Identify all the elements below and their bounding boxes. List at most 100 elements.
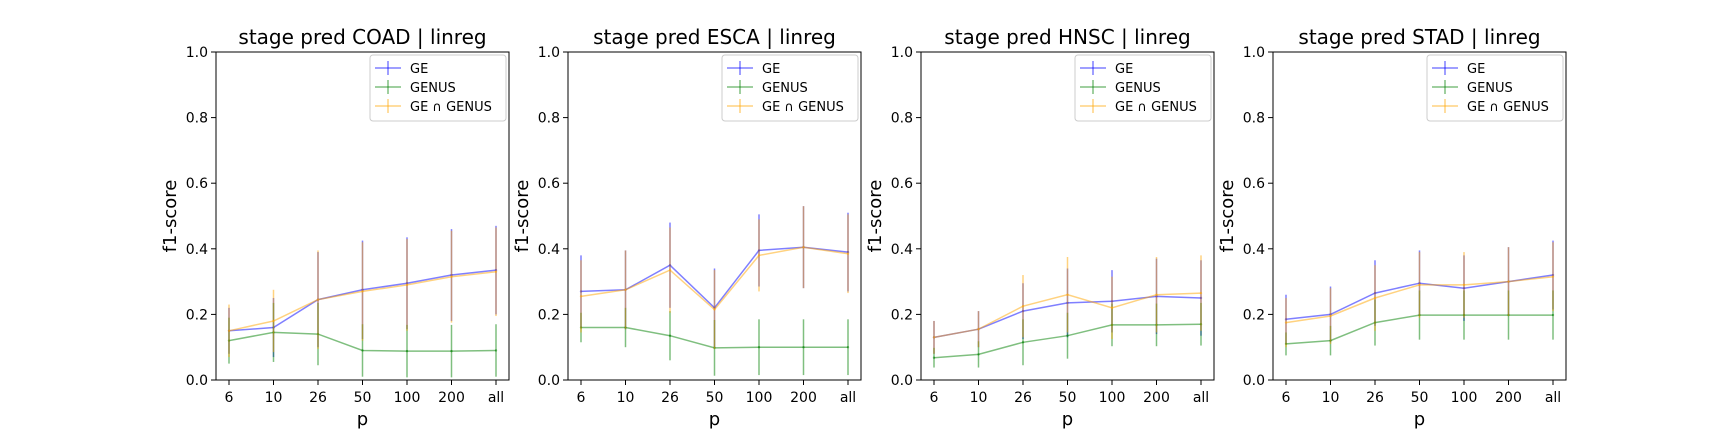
legend-entry: GE <box>375 61 428 77</box>
plot-frame <box>215 51 510 381</box>
y-tick-label: 0.8 <box>186 111 208 127</box>
x-tick-label: 200 <box>1143 390 1170 406</box>
series-3 <box>227 227 498 358</box>
y-tick-label: 0.4 <box>538 242 560 258</box>
x-axis-label: p <box>357 409 368 430</box>
data-point <box>405 349 409 353</box>
y-axis-label: f1-score <box>512 180 533 253</box>
x-tick-label: 200 <box>438 390 465 406</box>
legend: GE GENUS GE ∩ GENUS <box>369 54 507 122</box>
y-tick-label: 0.6 <box>891 176 913 192</box>
legend-box <box>1074 54 1212 122</box>
legend-box <box>369 54 507 122</box>
y-tick-label: 0.2 <box>538 307 560 323</box>
x-tick-label: 50 <box>1411 390 1429 406</box>
data-point <box>1462 283 1466 287</box>
chart-panel-3: stage pred HNSC | linreg 0.0 0.2 0.4 0.6 0.8 1… <box>865 25 1215 430</box>
legend-entry: GE <box>727 61 780 77</box>
data-point <box>668 334 672 337</box>
legend-entry: GE <box>1432 61 1485 77</box>
data-point <box>579 295 583 298</box>
data-point <box>361 290 364 293</box>
x-axis-label: p <box>709 409 720 430</box>
x-tick-label: 26 <box>309 390 327 406</box>
data-point <box>624 288 627 291</box>
data-point <box>1066 293 1069 296</box>
x-tick-label: 10 <box>617 390 635 406</box>
y-tick-label: 0.4 <box>1243 242 1265 258</box>
data-point <box>1507 280 1510 283</box>
legend-label: GENUS <box>410 81 456 96</box>
plot-frame <box>567 51 862 381</box>
data-point <box>1066 334 1069 337</box>
data-point <box>802 245 805 249</box>
legend-box <box>1426 54 1564 122</box>
y-tick-label: 1.0 <box>891 45 913 61</box>
legend-label: GE <box>1467 62 1485 77</box>
chart-title: stage pred STAD | linreg <box>1298 25 1540 49</box>
data-point <box>757 346 761 349</box>
y-tick-label: 0.0 <box>186 373 208 389</box>
chart-panel-1: stage pred COAD | linreg 0.0 0.2 0.4 0.6 0.8 1… <box>160 25 510 430</box>
data-point <box>1551 275 1555 278</box>
legend-entry: GE <box>1080 61 1133 77</box>
y-tick-label: 1.0 <box>538 45 560 61</box>
chart-panel-4: stage pred STAD | linreg 0.0 0.2 0.4 0.6 0.8 1… <box>1217 25 1567 430</box>
data-point <box>1284 321 1288 324</box>
data-point <box>977 353 980 356</box>
data-point <box>1110 306 1114 310</box>
data-point <box>846 252 850 255</box>
x-tick-label: 10 <box>1322 390 1340 406</box>
x-tick-label: all <box>1545 390 1561 406</box>
series-3 <box>1284 242 1555 348</box>
legend-box <box>721 54 859 122</box>
legend-entry: GE ∩ GENUS <box>1080 99 1197 115</box>
legend: GE GENUS GE ∩ GENUS <box>1074 54 1212 122</box>
x-axis-label: p <box>1414 409 1425 430</box>
data-point <box>846 346 850 349</box>
x-tick-label: 26 <box>1014 390 1032 406</box>
x-tick-label: 50 <box>1059 390 1077 406</box>
legend-label: GE ∩ GENUS <box>1467 100 1549 115</box>
legend-label: GE <box>1115 62 1133 77</box>
y-tick-label: 0.6 <box>1243 176 1265 192</box>
legend: GE GENUS GE ∩ GENUS <box>721 54 859 122</box>
legend-label: GE <box>410 62 428 77</box>
chart-title: stage pred COAD | linreg <box>238 25 486 49</box>
legend-label: GE ∩ GENUS <box>1115 100 1197 115</box>
data-point <box>932 356 936 359</box>
legend-label: GENUS <box>762 81 808 96</box>
x-tick-label: 6 <box>1282 390 1291 406</box>
x-tick-label: 10 <box>265 390 283 406</box>
y-tick-label: 0.4 <box>186 242 208 258</box>
x-tick-label: 50 <box>354 390 372 406</box>
data-point <box>977 327 980 331</box>
y-tick-label: 0.2 <box>891 307 913 323</box>
data-point <box>1373 296 1377 300</box>
data-point <box>450 349 453 353</box>
legend-label: GENUS <box>1115 81 1161 96</box>
legend-entry: GENUS <box>1432 80 1513 96</box>
data-point <box>802 346 805 349</box>
chart-title: stage pred HNSC | linreg <box>944 25 1190 49</box>
legend-entry: GE ∩ GENUS <box>375 99 492 115</box>
y-tick-label: 1.0 <box>1243 45 1265 61</box>
y-tick-label: 0.2 <box>186 307 208 323</box>
legend-entry: GE ∩ GENUS <box>1432 99 1549 115</box>
data-point <box>1418 283 1421 287</box>
series-3 <box>932 255 1203 354</box>
y-tick-label: 0.0 <box>1243 373 1265 389</box>
data-point <box>494 349 498 352</box>
y-tick-label: 0.0 <box>538 373 560 389</box>
y-tick-label: 0.8 <box>891 111 913 127</box>
data-point <box>1199 291 1203 295</box>
data-point <box>1021 305 1025 308</box>
x-tick-label: all <box>840 390 856 406</box>
y-tick-label: 0.6 <box>186 176 208 192</box>
data-point <box>405 283 409 287</box>
legend-label: GE ∩ GENUS <box>762 100 844 115</box>
legend: GE GENUS GE ∩ GENUS <box>1426 54 1564 122</box>
x-tick-label: 26 <box>1366 390 1384 406</box>
y-axis-label: f1-score <box>160 180 181 253</box>
